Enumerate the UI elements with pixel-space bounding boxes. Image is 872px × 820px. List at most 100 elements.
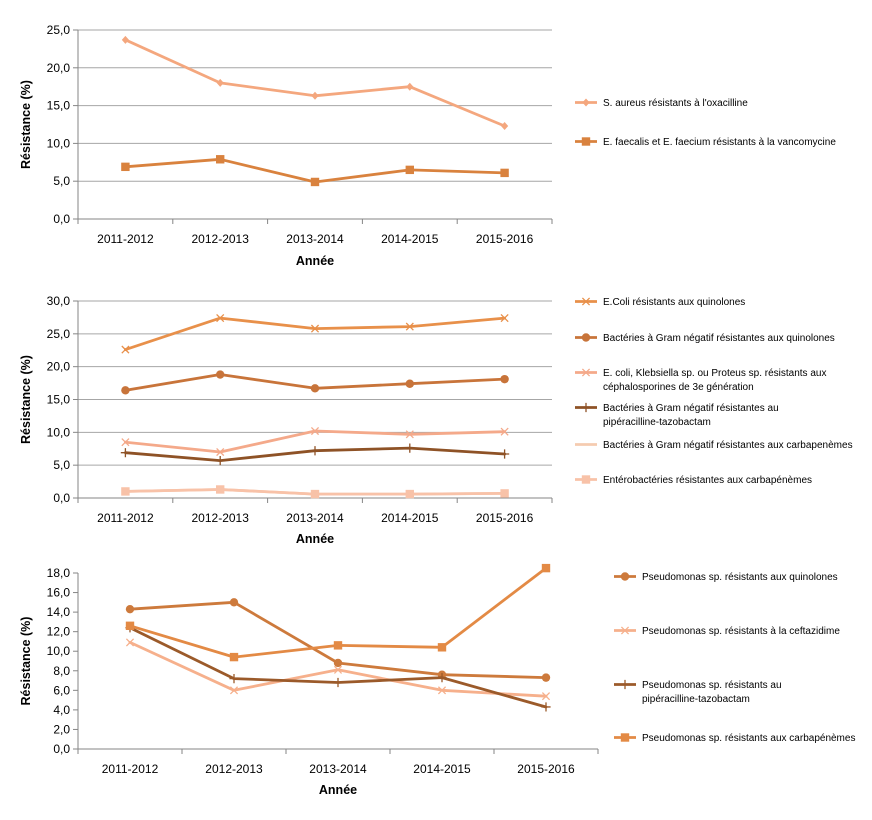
chart-3: 0,0 2,0 4,0 6,0 8,0 10,0 12,0 14,0 16,0 18,0 2011-… bbox=[19, 563, 855, 797]
circle-marker bbox=[581, 333, 591, 342]
x-marker bbox=[541, 692, 551, 701]
legend-label: Bactéries à Gram négatif résistantes au bbox=[603, 403, 779, 414]
series-line bbox=[124, 38, 507, 128]
x-marker bbox=[216, 447, 225, 457]
x-marker bbox=[121, 438, 130, 447]
diamond-marker bbox=[311, 91, 319, 100]
circle-marker bbox=[541, 673, 551, 682]
x-tick-label: 2014-2015 bbox=[413, 762, 471, 776]
y-axis-title: Résistance (%) bbox=[19, 617, 33, 706]
y-tick-label: 8,0 bbox=[53, 664, 70, 678]
y-tick-label: 15,0 bbox=[47, 99, 71, 113]
x-tick-label: 2014-2015 bbox=[381, 232, 439, 246]
y-tick-label: 10,0 bbox=[47, 425, 71, 439]
y-tick-label: 2,0 bbox=[53, 722, 70, 736]
plus-marker bbox=[120, 448, 130, 458]
x-axis-title: Année bbox=[319, 783, 357, 797]
plus-marker bbox=[541, 702, 551, 712]
series-3 bbox=[121, 426, 509, 457]
x-marker bbox=[581, 368, 591, 377]
legend-label: Pseudomonas sp. résistants aux carbapénè… bbox=[642, 733, 855, 744]
square-marker bbox=[620, 733, 630, 742]
series-line bbox=[128, 626, 548, 709]
x-tick-label: 2015-2016 bbox=[476, 511, 534, 525]
circle-marker bbox=[229, 598, 239, 607]
y-tick-label: 18,0 bbox=[47, 566, 71, 580]
series-2 bbox=[121, 155, 509, 187]
series-2 bbox=[121, 370, 509, 395]
legend-label: S. aureus résistants à l'oxacilline bbox=[603, 98, 748, 109]
circle-marker bbox=[500, 374, 509, 384]
plus-marker bbox=[581, 402, 591, 413]
diamond-marker bbox=[121, 35, 129, 44]
x-tick-label: 2013-2014 bbox=[286, 232, 344, 246]
y-tick-label: 30,0 bbox=[47, 294, 71, 308]
y-tick-label: 12,0 bbox=[47, 625, 71, 639]
circle-marker bbox=[405, 379, 414, 388]
circle-marker bbox=[121, 386, 130, 395]
x-tick-label: 2015-2016 bbox=[517, 762, 575, 776]
y-tick-label: 25,0 bbox=[47, 327, 71, 341]
x-tick-label: 2013-2014 bbox=[309, 762, 367, 776]
square-marker bbox=[229, 652, 239, 662]
x-tick-label: 2015-2016 bbox=[476, 232, 534, 246]
series-4 bbox=[120, 443, 510, 466]
diamond-marker bbox=[216, 78, 224, 87]
y-tick-label: 20,0 bbox=[47, 360, 71, 374]
x-marker bbox=[500, 314, 509, 323]
square-marker bbox=[405, 489, 414, 499]
plus-marker bbox=[333, 677, 343, 688]
x-marker bbox=[333, 665, 343, 674]
legend-label: pipéracilline-tazobactam bbox=[603, 417, 711, 428]
y-tick-label: 25,0 bbox=[47, 23, 71, 37]
legend-label: Entérobactéries résistantes aux carbapén… bbox=[603, 475, 812, 486]
y-tick-label: 0,0 bbox=[53, 212, 70, 226]
chart-1: 0,0 5,0 10,0 15,0 20,0 25,0 2011-2012 2012-2013… bbox=[19, 23, 836, 268]
legend-label: Pseudomonas sp. résistants au bbox=[642, 680, 782, 691]
diamond-marker bbox=[582, 98, 590, 107]
legend-label: E. faecalis et E. faecium résistants à l… bbox=[603, 137, 836, 148]
y-tick-label: 4,0 bbox=[53, 703, 70, 717]
x-axis-title: Année bbox=[296, 532, 334, 546]
plus-marker bbox=[310, 446, 320, 456]
legend-label: céphalosporines de 3e génération bbox=[603, 382, 754, 393]
x-tick-label: 2013-2014 bbox=[286, 511, 344, 525]
square-marker bbox=[310, 177, 320, 187]
chart-2: 0,0 5,0 10,0 15,0 20,0 25,0 30,0 2011-2012 2012-… bbox=[19, 294, 853, 546]
square-marker bbox=[581, 475, 591, 484]
x-tick-label: 2012-2013 bbox=[192, 511, 250, 525]
plus-marker bbox=[437, 673, 447, 683]
diamond-marker bbox=[501, 122, 509, 131]
plus-marker bbox=[215, 455, 225, 466]
x-marker bbox=[121, 345, 130, 354]
square-marker bbox=[125, 621, 135, 630]
series-2 bbox=[125, 638, 551, 701]
y-tick-label: 5,0 bbox=[53, 174, 70, 188]
x-tick-label: 2011-2012 bbox=[97, 232, 154, 246]
y-tick-label: 15,0 bbox=[47, 393, 71, 407]
circle-marker bbox=[620, 572, 630, 581]
x-marker bbox=[125, 638, 135, 647]
circle-marker bbox=[310, 384, 320, 393]
y-tick-label: 10,0 bbox=[47, 136, 71, 150]
y-axis-title: Résistance (%) bbox=[19, 80, 33, 169]
square-marker bbox=[310, 489, 320, 499]
legend-label: E. coli, Klebsiella sp. ou Proteus sp. r… bbox=[603, 368, 826, 379]
square-marker bbox=[216, 155, 225, 164]
square-marker bbox=[500, 489, 509, 498]
legend-label: Bactéries à Gram négatif résistantes aux… bbox=[603, 333, 835, 344]
x-marker bbox=[310, 426, 320, 436]
circle-marker bbox=[125, 604, 135, 614]
square-marker bbox=[121, 487, 130, 496]
square-marker bbox=[121, 162, 130, 172]
series-1 bbox=[121, 35, 509, 131]
circle-marker bbox=[216, 370, 225, 379]
x-tick-label: 2011-2012 bbox=[102, 762, 159, 776]
series-6 bbox=[121, 485, 509, 499]
x-axis-title: Année bbox=[296, 254, 334, 268]
diamond-marker bbox=[406, 82, 414, 91]
x-tick-label: 2012-2013 bbox=[192, 232, 250, 246]
series-4 bbox=[125, 563, 551, 662]
series-1 bbox=[121, 314, 509, 354]
y-tick-label: 0,0 bbox=[53, 491, 70, 505]
